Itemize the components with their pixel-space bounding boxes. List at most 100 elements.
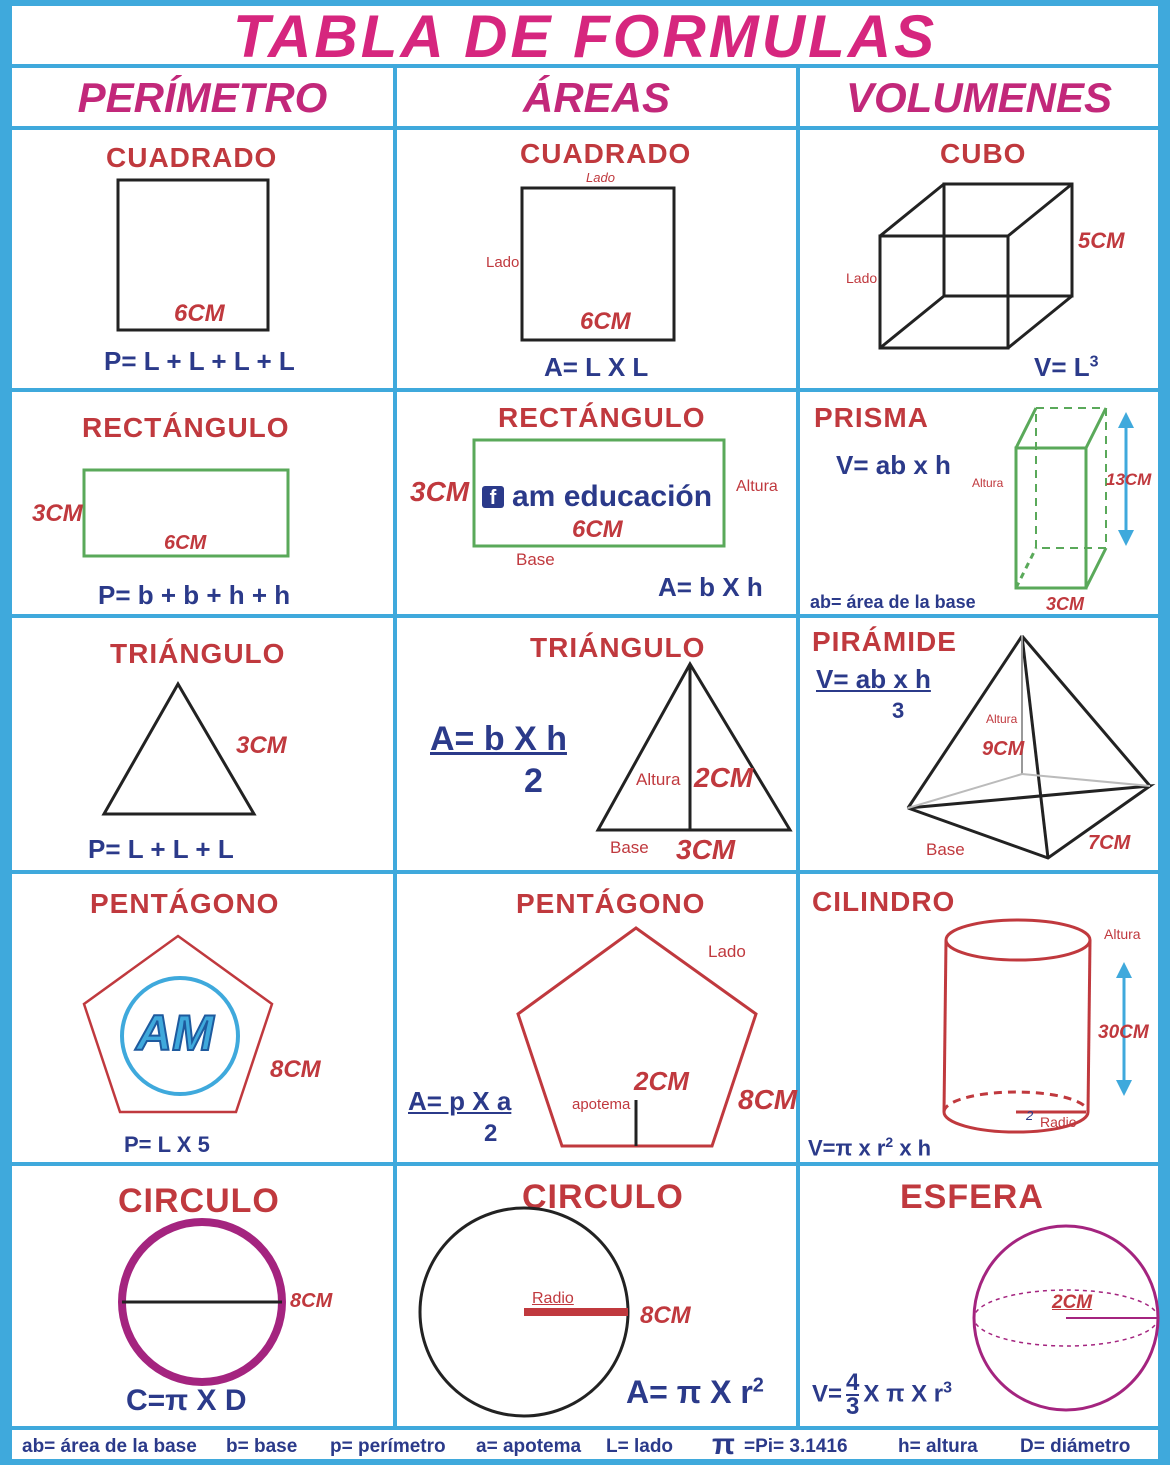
square-shape <box>520 186 676 342</box>
prism-shape <box>1014 407 1134 590</box>
pyramid-shape <box>906 635 1156 860</box>
formula-denominator: 2 <box>524 762 543 800</box>
measure-label: 6CM <box>580 308 631 335</box>
measure-label: 8CM <box>738 1084 798 1115</box>
sphere-shape <box>972 1224 1160 1412</box>
label-piramide: PIRÁMIDE <box>812 626 957 657</box>
column-header-perimetro: PERÍMETRO <box>77 74 328 121</box>
watermark-text: f am educación <box>482 480 712 514</box>
measure-label: 8CM <box>290 1290 333 1312</box>
rectangle-shape <box>82 468 290 558</box>
altura-label: Altura <box>972 476 1004 490</box>
altura-label: Altura <box>1104 926 1141 942</box>
formula-area-pentagono-numerator: A= p X a <box>408 1086 512 1116</box>
apotema-label: apotema <box>572 1096 631 1113</box>
legend-item: D= diámetro <box>1020 1436 1131 1457</box>
legend-item: =Pi= 3.1416 <box>744 1436 848 1457</box>
lado-label: Lado <box>846 270 878 286</box>
base-label: Base <box>926 840 965 859</box>
formula-area-triangulo-numerator: A= b X h <box>430 720 567 758</box>
grid-line <box>12 126 1158 130</box>
label-cuadrado-area: CUADRADO <box>520 138 692 169</box>
label-pentagono-area: PENTÁGONO <box>516 888 706 919</box>
measure-label: 8CM <box>270 1056 321 1083</box>
altura-label: Altura <box>986 712 1018 726</box>
label-circulo-perimetro: CIRCULO <box>118 1182 280 1220</box>
label-cilindro: CILINDRO <box>812 886 956 917</box>
facebook-icon: f <box>482 486 504 509</box>
am-logo: AM <box>135 1004 215 1062</box>
measure-label: 2CM <box>634 1066 689 1096</box>
formula-perimetro-triangulo: P= L + L + L <box>88 834 234 864</box>
measure-label: 13CM <box>1106 470 1152 489</box>
grid-line <box>12 64 1158 68</box>
formula-volumen-cubo: V= L3 <box>1034 352 1099 382</box>
measure-label: 3CM <box>236 732 287 759</box>
grid-line <box>12 1162 1158 1166</box>
legend-item: b= base <box>226 1436 298 1457</box>
radio-number: 2 <box>1026 1108 1034 1123</box>
lado-label: Lado <box>586 170 615 185</box>
base-label: Base <box>516 550 555 569</box>
column-header-volumenes: VOLUMENES <box>845 74 1113 121</box>
label-cubo: CUBO <box>940 138 1027 169</box>
square-shape <box>116 178 270 332</box>
label-triangulo-perimetro: TRIÁNGULO <box>110 638 286 669</box>
legend-item: h= altura <box>898 1436 978 1457</box>
page-title: TABLA DE FORMULAS <box>232 3 938 70</box>
label-rectangulo-perimetro: RECTÁNGULO <box>82 412 290 443</box>
label-esfera: ESFERA <box>900 1178 1044 1216</box>
measure-label: 2CM <box>1052 1292 1093 1313</box>
formula-area-rectangulo: A= b X h <box>658 572 763 602</box>
radio-label: Radio <box>532 1290 574 1307</box>
legend-item: L= lado <box>606 1436 674 1457</box>
formula-perimetro-circulo: C=π X D <box>126 1384 247 1417</box>
formula-area-circulo: A= π X r2 <box>626 1374 764 1410</box>
grid-line <box>12 1426 1158 1430</box>
radio-label: Radio <box>1040 1114 1077 1130</box>
grid-line <box>12 614 1158 618</box>
formula-denominator: 3 <box>892 698 905 723</box>
measure-label: 3CM <box>410 476 470 507</box>
measure-label: 3CM <box>676 834 736 865</box>
label-rectangulo-area: RECTÁNGULO <box>498 402 706 433</box>
lado-label: Lado <box>708 942 746 961</box>
label-cuadrado-perimetro: CUADRADO <box>106 142 278 173</box>
grid-line <box>12 388 1158 392</box>
altura-label: Altura <box>736 478 778 495</box>
label-pentagono-perimetro: PENTÁGONO <box>90 888 280 919</box>
label-prisma: PRISMA <box>814 402 929 433</box>
measure-label: 6CM <box>174 300 225 327</box>
base-label: Base <box>610 838 649 857</box>
pentagon-shape <box>516 926 758 1148</box>
legend-item: p= perímetro <box>330 1436 446 1457</box>
base-note: ab= área de la base <box>810 592 976 612</box>
formula-perimetro-pentagono: P= L X 5 <box>124 1132 210 1157</box>
circle-shape <box>418 1206 630 1418</box>
circle-shape <box>118 1218 286 1386</box>
measure-label: 6CM <box>572 516 623 543</box>
cube-shape <box>878 182 1074 350</box>
measure-label: 30CM <box>1098 1022 1149 1043</box>
formula-perimetro-cuadrado: P= L + L + L + L <box>104 346 295 376</box>
measure-label: 3CM <box>32 500 83 527</box>
pi-icon: π <box>712 1428 735 1461</box>
legend-item: ab= área de la base <box>22 1436 197 1457</box>
rectangle-shape <box>472 438 726 548</box>
altura-label: Altura <box>636 770 681 789</box>
pentagon-shape <box>82 934 274 1114</box>
formula-volumen-cilindro: V=π x r2 x h <box>808 1134 932 1161</box>
measure-label: 2CM <box>694 762 754 793</box>
legend-item: a= apotema <box>476 1436 582 1457</box>
triangle-shape <box>595 661 793 832</box>
formula-area-cuadrado: A= L X L <box>544 352 649 382</box>
grid-line <box>393 64 397 1426</box>
measure-label: 7CM <box>1088 832 1131 854</box>
grid-line <box>796 64 800 1426</box>
formula-volumen-esfera: V= 4 3 X π X r3 <box>812 1369 953 1420</box>
measure-label: 3CM <box>1046 594 1085 614</box>
measure-label: 6CM <box>164 532 207 554</box>
measure-label: 5CM <box>1078 228 1125 253</box>
measure-label: 9CM <box>982 738 1025 760</box>
